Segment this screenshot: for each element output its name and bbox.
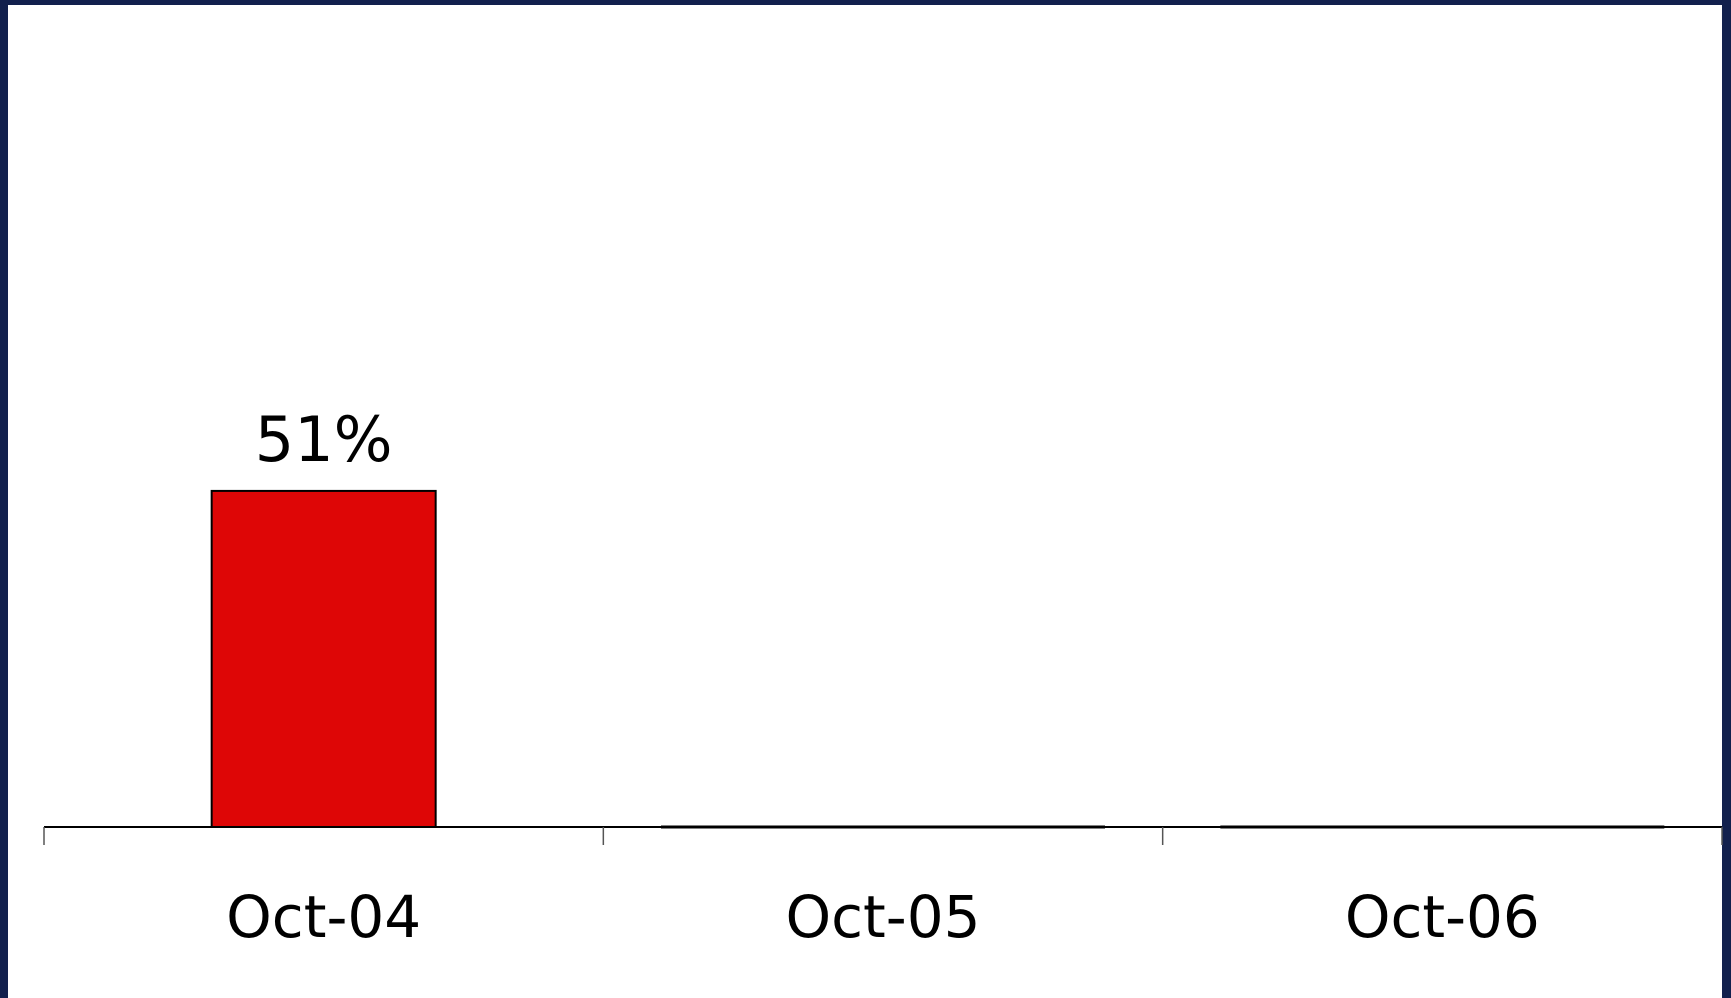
x-tick-label: Oct-04 (226, 883, 421, 951)
labels-group: 51% Oct-04 Oct-05 Oct-06 (226, 403, 1540, 951)
data-label: 51% (255, 403, 393, 476)
x-tick-label: Oct-06 (1345, 883, 1540, 951)
bar-oct-04 (210, 489, 437, 828)
x-tick-label: Oct-05 (785, 883, 980, 951)
bars-group (210, 489, 1665, 829)
x-axis (43, 826, 1723, 845)
